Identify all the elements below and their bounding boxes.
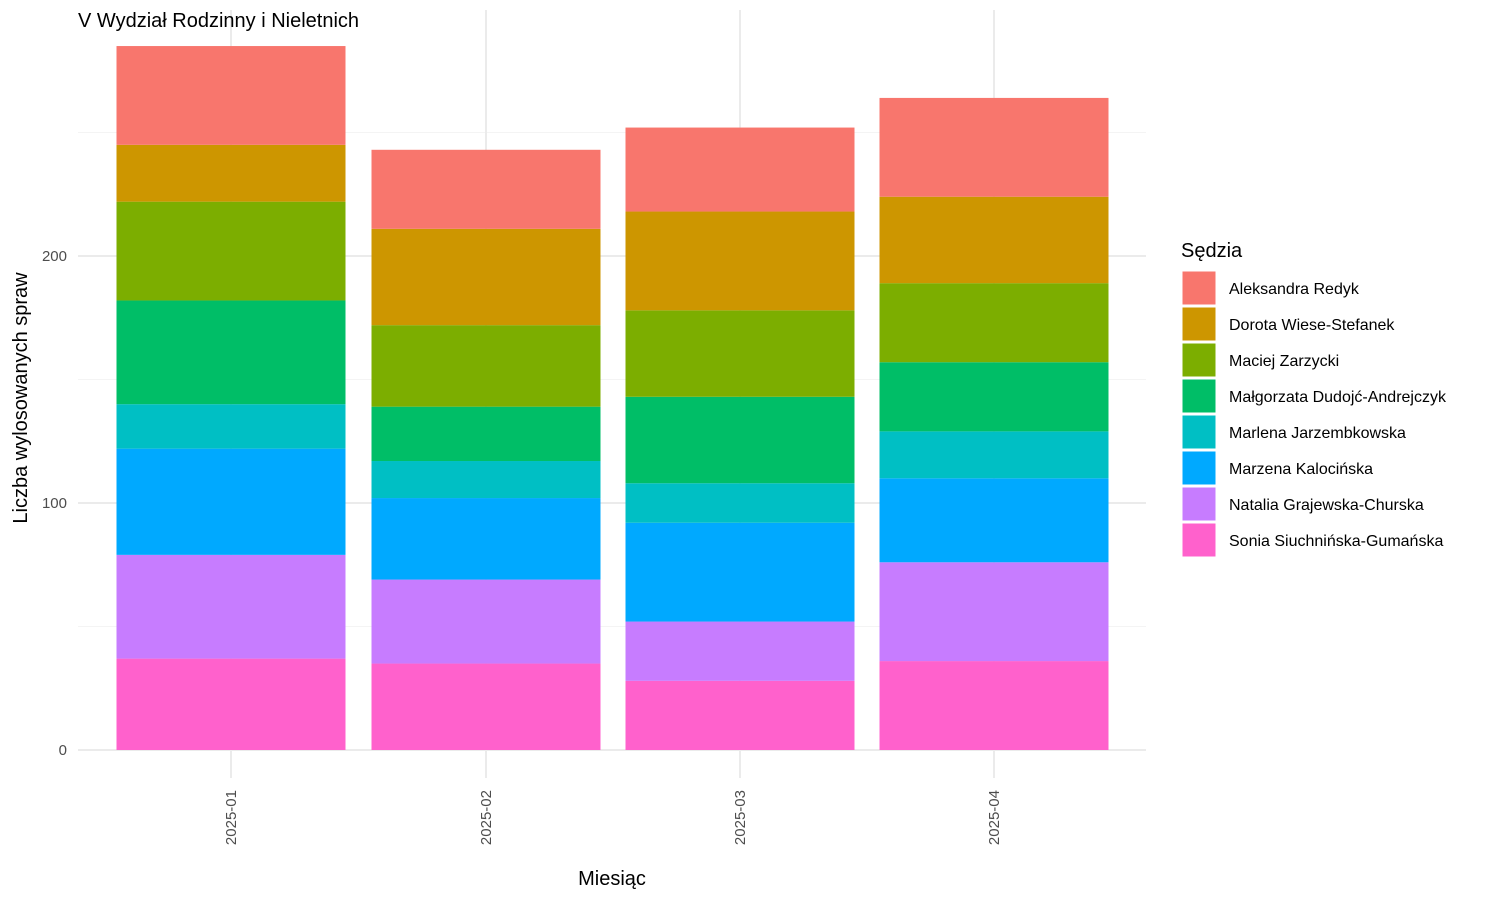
legend: Sędzia Aleksandra Redyk Dorota Wiese-Stef… xyxy=(1181,240,1447,558)
bar-segment xyxy=(371,579,601,664)
bar-segment xyxy=(371,498,601,580)
bar-segment xyxy=(116,46,346,145)
bar-segment xyxy=(879,196,1109,284)
bar-segment xyxy=(371,149,601,229)
bar-segment xyxy=(625,621,855,681)
x-tick-label: 2025-03 xyxy=(732,790,749,845)
legend-label: Natalia Grajewska-Churska xyxy=(1229,497,1424,514)
y-axis-title: Liczba wylosowanych spraw xyxy=(10,272,32,524)
bar-segment xyxy=(371,325,601,407)
bar-segment xyxy=(116,144,346,202)
bar-segment xyxy=(625,522,855,622)
bar-segment xyxy=(116,404,346,449)
y-tick-label: 0 xyxy=(59,742,67,759)
bar-segment xyxy=(879,478,1109,563)
bar-segment xyxy=(625,396,855,484)
legend-label: Maciej Zarzycki xyxy=(1229,353,1339,370)
legend-key xyxy=(1181,450,1217,486)
legend-title: Sędzia xyxy=(1181,240,1243,262)
bar-segment xyxy=(625,310,855,397)
bar-segment xyxy=(879,562,1109,662)
y-axis: 0 100 200 xyxy=(42,248,67,759)
bar-segment xyxy=(625,211,855,311)
bar-segment xyxy=(879,283,1109,363)
bar-segment xyxy=(879,431,1109,479)
legend-label: Marlena Jarzembkowska xyxy=(1229,425,1406,442)
bar-segment xyxy=(116,300,346,405)
legend-label: Sonia Siuchnińska-Gumańska xyxy=(1229,533,1443,550)
bar-segment xyxy=(625,483,855,523)
bar-segment xyxy=(116,658,346,750)
bar-segment xyxy=(371,461,601,499)
legend-key xyxy=(1181,522,1217,558)
bar-segment xyxy=(879,97,1109,197)
legend-label: Marzena Kalocińska xyxy=(1229,461,1373,478)
bar-segment xyxy=(116,448,346,555)
legend-key xyxy=(1181,486,1217,522)
bar-segment xyxy=(625,680,855,750)
legend-key xyxy=(1181,306,1217,342)
bar-segment xyxy=(371,663,601,750)
x-tick-label: 2025-02 xyxy=(478,790,495,845)
bar-segment xyxy=(116,554,346,659)
bars xyxy=(116,46,1109,750)
legend-key xyxy=(1181,414,1217,450)
x-tick-label: 2025-01 xyxy=(223,790,240,845)
chart-title: V Wydział Rodzinny i Nieletnich xyxy=(78,10,359,32)
bar-segment xyxy=(625,127,855,212)
x-axis: 2025-01 2025-02 2025-03 2025-04 xyxy=(223,790,1003,845)
bar-segment xyxy=(879,362,1109,432)
bar-segment xyxy=(371,406,601,462)
bar-segment xyxy=(116,201,346,301)
y-tick-label: 200 xyxy=(42,248,67,265)
bar-segment xyxy=(371,228,601,326)
y-tick-label: 100 xyxy=(42,495,67,512)
legend-key xyxy=(1181,378,1217,414)
legend-label: Dorota Wiese-Stefanek xyxy=(1229,317,1395,334)
bar-segment xyxy=(879,661,1109,750)
legend-label: Małgorzata Dudojć-Andrejczyk xyxy=(1229,389,1447,406)
legend-key xyxy=(1181,270,1217,306)
legend-label: Aleksandra Redyk xyxy=(1229,281,1360,298)
legend-key xyxy=(1181,342,1217,378)
x-axis-title: Miesiąc xyxy=(578,868,646,890)
x-tick-label: 2025-04 xyxy=(986,790,1003,845)
